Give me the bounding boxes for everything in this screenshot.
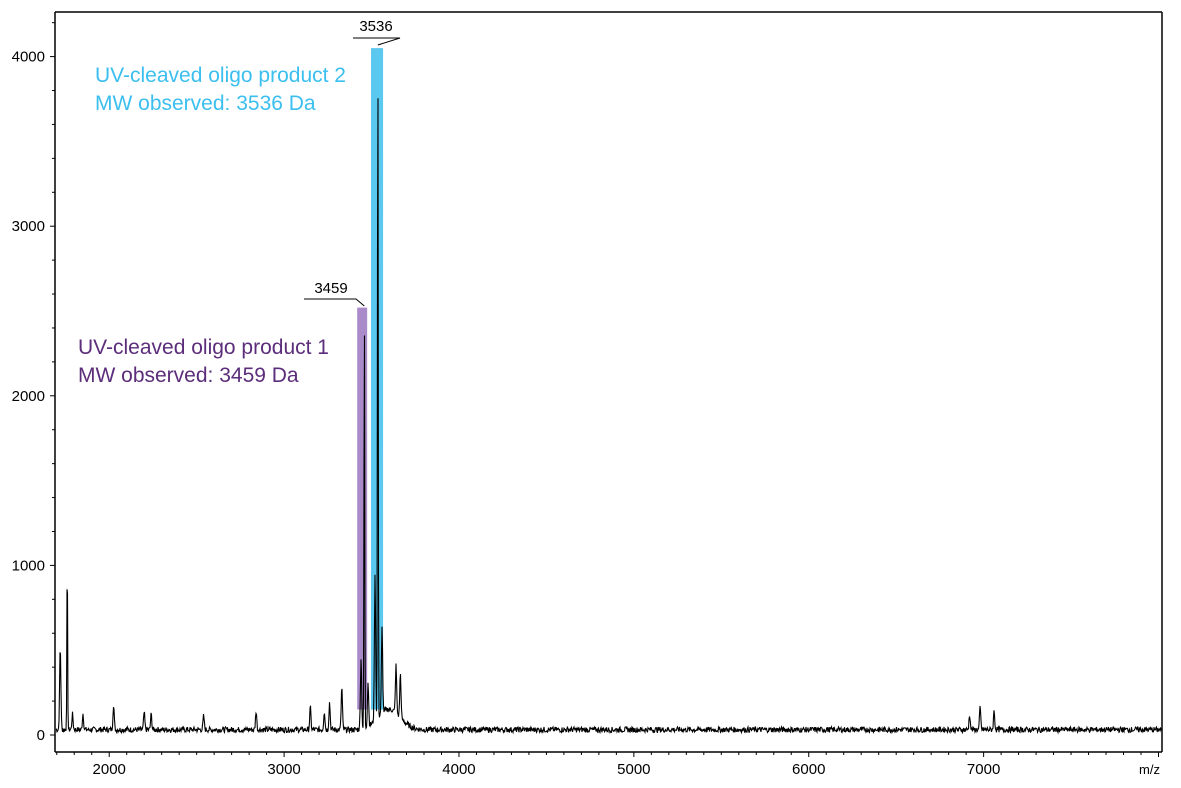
- x-tick-label: 3000: [267, 761, 300, 778]
- x-axis-label: m/z: [1139, 762, 1160, 777]
- y-tick-label: 1000: [12, 557, 45, 574]
- peak-highlight-0: [357, 307, 368, 710]
- x-tick-label: 7000: [967, 761, 1000, 778]
- annotation-text: MW observed: 3536 Da: [95, 92, 316, 115]
- peak-label: 3536: [359, 18, 392, 35]
- peak-label-bracket: [353, 37, 401, 46]
- x-tick-label: 6000: [792, 761, 825, 778]
- y-tick-label: 4000: [12, 49, 45, 66]
- y-tick-label: 0: [37, 727, 45, 744]
- annotation-text: UV-cleaved oligo product 2: [95, 64, 346, 87]
- annotation-text: UV-cleaved oligo product 1: [78, 336, 329, 359]
- y-tick-label: 3000: [12, 218, 45, 235]
- x-tick-label: 4000: [442, 761, 475, 778]
- annotation-text: MW observed: 3459 Da: [78, 364, 299, 387]
- peak-label-bracket: [304, 298, 365, 307]
- peak-label: 3459: [314, 280, 347, 297]
- x-tick-label: 5000: [617, 761, 650, 778]
- x-tick-label: 2000: [93, 761, 126, 778]
- spectrum-line: [55, 98, 1163, 735]
- y-tick-label: 2000: [12, 388, 45, 405]
